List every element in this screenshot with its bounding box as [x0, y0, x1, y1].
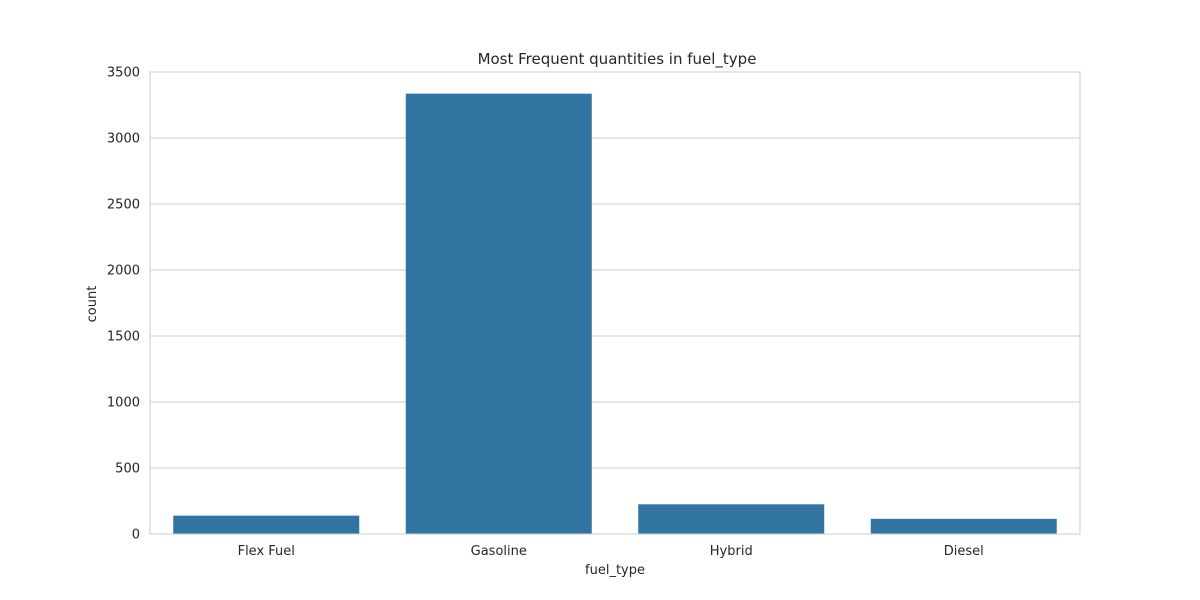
x-tick-label: Hybrid	[710, 544, 753, 559]
y-tick-label: 2500	[107, 198, 140, 213]
x-tick-labels: Flex Fuel Gasoline Hybrid Diesel	[238, 544, 984, 559]
plot-frame	[149, 71, 1081, 535]
gridlines	[150, 137, 1080, 469]
y-tick-label: 1500	[107, 330, 140, 345]
x-tick-label: Diesel	[944, 544, 984, 559]
y-tick-label: 3500	[107, 66, 140, 81]
y-tick-label: 3000	[107, 132, 140, 147]
bar-diesel	[870, 518, 1057, 534]
x-tick-label: Gasoline	[471, 544, 527, 559]
x-axis-label: fuel_type	[585, 563, 645, 578]
y-tick-labels: 0 500 1000 1500 2000 2500 3000 3500	[107, 66, 140, 543]
y-tick-label: 0	[132, 528, 140, 543]
bars	[173, 93, 1057, 534]
y-tick-label: 500	[115, 462, 140, 477]
y-tick-label: 2000	[107, 264, 140, 279]
bar-hybrid	[638, 504, 825, 534]
y-axis-label: count	[85, 286, 100, 323]
bar-gasoline	[405, 93, 592, 534]
x-tick-label: Flex Fuel	[238, 544, 295, 559]
bar-flex-fuel	[173, 515, 360, 534]
chart-title: Most Frequent quantities in fuel_type	[478, 50, 757, 69]
y-tick-label: 1000	[107, 396, 140, 411]
